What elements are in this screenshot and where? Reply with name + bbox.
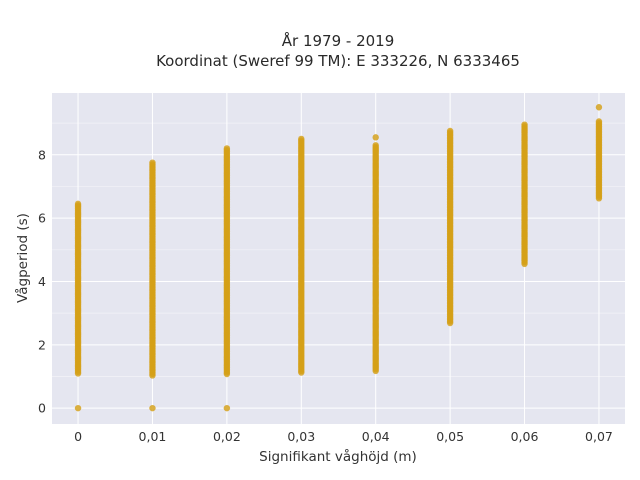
chart-title-line-2: Koordinat (Sweref 99 TM): E 333226, N 63… [156,52,520,70]
x-tick-label: 0 [74,429,82,444]
data-point [149,404,156,412]
data-point [595,104,603,111]
x-tick-label: 0,02 [213,429,241,444]
data-point [74,404,82,412]
x-tick-label: 0,06 [511,429,539,444]
data-point [372,367,379,375]
x-tick-label: 0,05 [436,429,464,444]
y-axis-ticks: 0 2 4 6 8 [38,147,46,415]
data-point [149,372,156,379]
x-axis-label: Signifikant våghöjd (m) [259,448,417,465]
data-point [595,195,603,202]
y-axis-label: Vågperiod (s) [14,213,31,303]
data-point [521,260,528,268]
y-tick-label: 6 [38,211,46,226]
y-tick-label: 8 [38,147,46,162]
plot-area [52,93,625,424]
chart-title-line-1: År 1979 - 2019 [282,31,395,50]
data-point [223,404,231,412]
x-tick-label: 0,04 [362,429,390,444]
y-tick-label: 2 [38,337,46,352]
y-tick-label: 0 [38,401,46,416]
x-tick-label: 0,03 [287,429,315,444]
data-points [74,104,603,412]
x-tick-label: 0,01 [139,429,167,444]
data-point [372,134,379,141]
y-tick-label: 4 [38,274,46,289]
x-axis-ticks: 0 0,01 0,02 0,03 0,04 0,05 0,06 0,07 [74,429,613,444]
data-point [446,319,454,327]
data-point [298,369,305,376]
data-point [74,370,82,377]
data-point [223,370,231,378]
x-tick-label: 0,07 [585,429,613,444]
